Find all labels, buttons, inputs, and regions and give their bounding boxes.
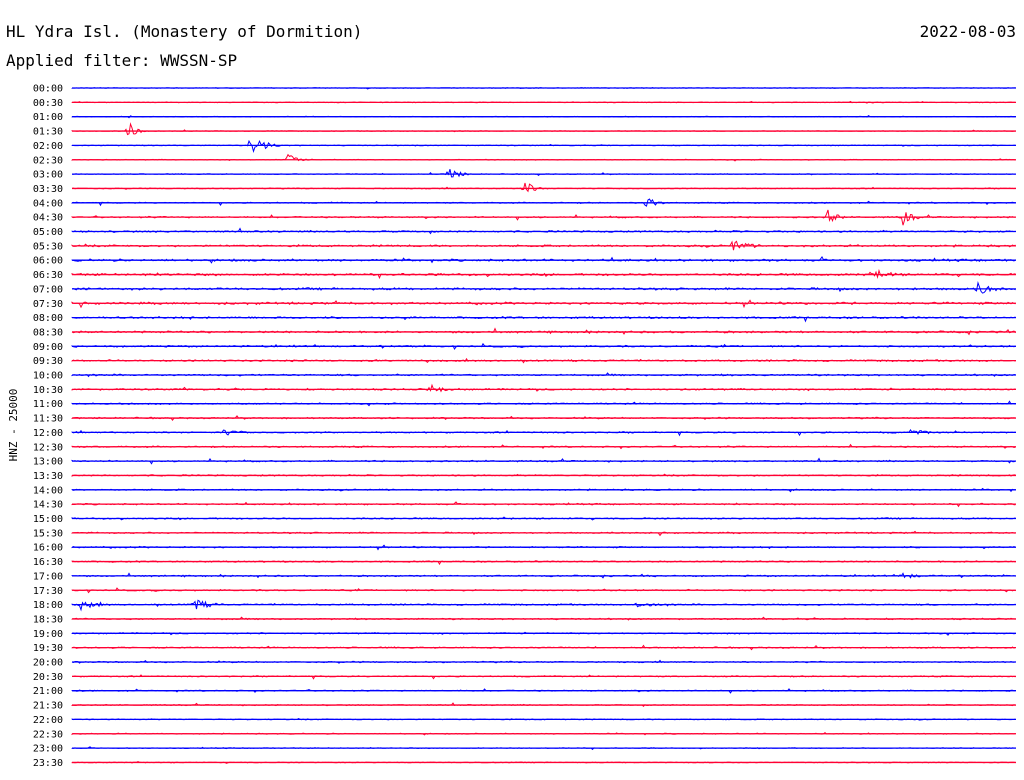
chart-title: HL Ydra Isl. (Monastery of Dormition) — [6, 22, 362, 41]
row-time-label: 12:00 — [33, 428, 63, 439]
row-time-label: 19:00 — [33, 629, 63, 640]
row-time-label: 07:00 — [33, 284, 63, 295]
row-time-label: 06:30 — [33, 270, 63, 281]
row-time-label: 09:30 — [33, 356, 63, 367]
row-time-label: 23:30 — [33, 758, 63, 769]
row-time-label: 10:00 — [33, 371, 63, 382]
row-time-label: 15:30 — [33, 528, 63, 539]
row-time-label: 15:00 — [33, 514, 63, 525]
row-time-label: 04:30 — [33, 213, 63, 224]
row-time-label: 12:30 — [33, 442, 63, 453]
row-time-label: 00:00 — [33, 84, 63, 95]
row-time-label: 02:00 — [33, 141, 63, 152]
row-time-label: 16:00 — [33, 543, 63, 554]
row-time-label: 21:30 — [33, 701, 63, 712]
row-time-label: 02:30 — [33, 155, 63, 166]
row-time-label: 21:00 — [33, 686, 63, 697]
trace-line — [71, 139, 1016, 153]
row-time-label: 19:30 — [33, 643, 63, 654]
row-time-label: 17:30 — [33, 586, 63, 597]
row-time-label: 13:30 — [33, 471, 63, 482]
row-time-label: 11:00 — [33, 399, 63, 410]
row-time-label: 01:30 — [33, 127, 63, 138]
trace-rows: 00:00 00:30 01:00 01:30 02:00 02:30 03:00 03:30… — [33, 84, 1016, 769]
row-time-label: 03:30 — [33, 184, 63, 195]
row-time-label: 16:30 — [33, 557, 63, 568]
row-time-label: 07:30 — [33, 299, 63, 310]
row-time-label: 18:30 — [33, 614, 63, 625]
trace-line — [71, 169, 1016, 178]
row-time-label: 14:30 — [33, 500, 63, 511]
row-time-label: 05:00 — [33, 227, 63, 238]
trace-line — [71, 383, 1016, 393]
row-time-label: 00:30 — [33, 98, 63, 109]
row-time-label: 04:00 — [33, 198, 63, 209]
row-time-label: 18:00 — [33, 600, 63, 611]
row-time-label: 14:00 — [33, 485, 63, 496]
y-axis-label: HNZ - 25000 — [7, 389, 20, 462]
trace-line — [71, 280, 1016, 294]
row-time-label: 08:30 — [33, 327, 63, 338]
row-time-label: 17:00 — [33, 571, 63, 582]
row-time-label: 09:00 — [33, 342, 63, 353]
row-time-label: 01:00 — [33, 112, 63, 123]
row-time-label: 06:00 — [33, 256, 63, 267]
row-time-label: 10:30 — [33, 385, 63, 396]
row-time-label: 22:00 — [33, 715, 63, 726]
row-time-label: 20:00 — [33, 658, 63, 669]
row-time-label: 13:00 — [33, 457, 63, 468]
chart-date: 2022-08-03 — [920, 22, 1016, 41]
row-time-label: 08:00 — [33, 313, 63, 324]
row-time-label: 11:30 — [33, 414, 63, 425]
row-time-label: 23:00 — [33, 744, 63, 755]
row-time-label: 20:30 — [33, 672, 63, 683]
chart-subtitle: Applied filter: WWSSN-SP — [6, 51, 237, 70]
row-time-label: 22:30 — [33, 729, 63, 740]
row-time-label: 05:30 — [33, 241, 63, 252]
row-time-label: 03:00 — [33, 170, 63, 181]
trace-line — [71, 122, 1016, 136]
trace-line — [71, 182, 1016, 193]
